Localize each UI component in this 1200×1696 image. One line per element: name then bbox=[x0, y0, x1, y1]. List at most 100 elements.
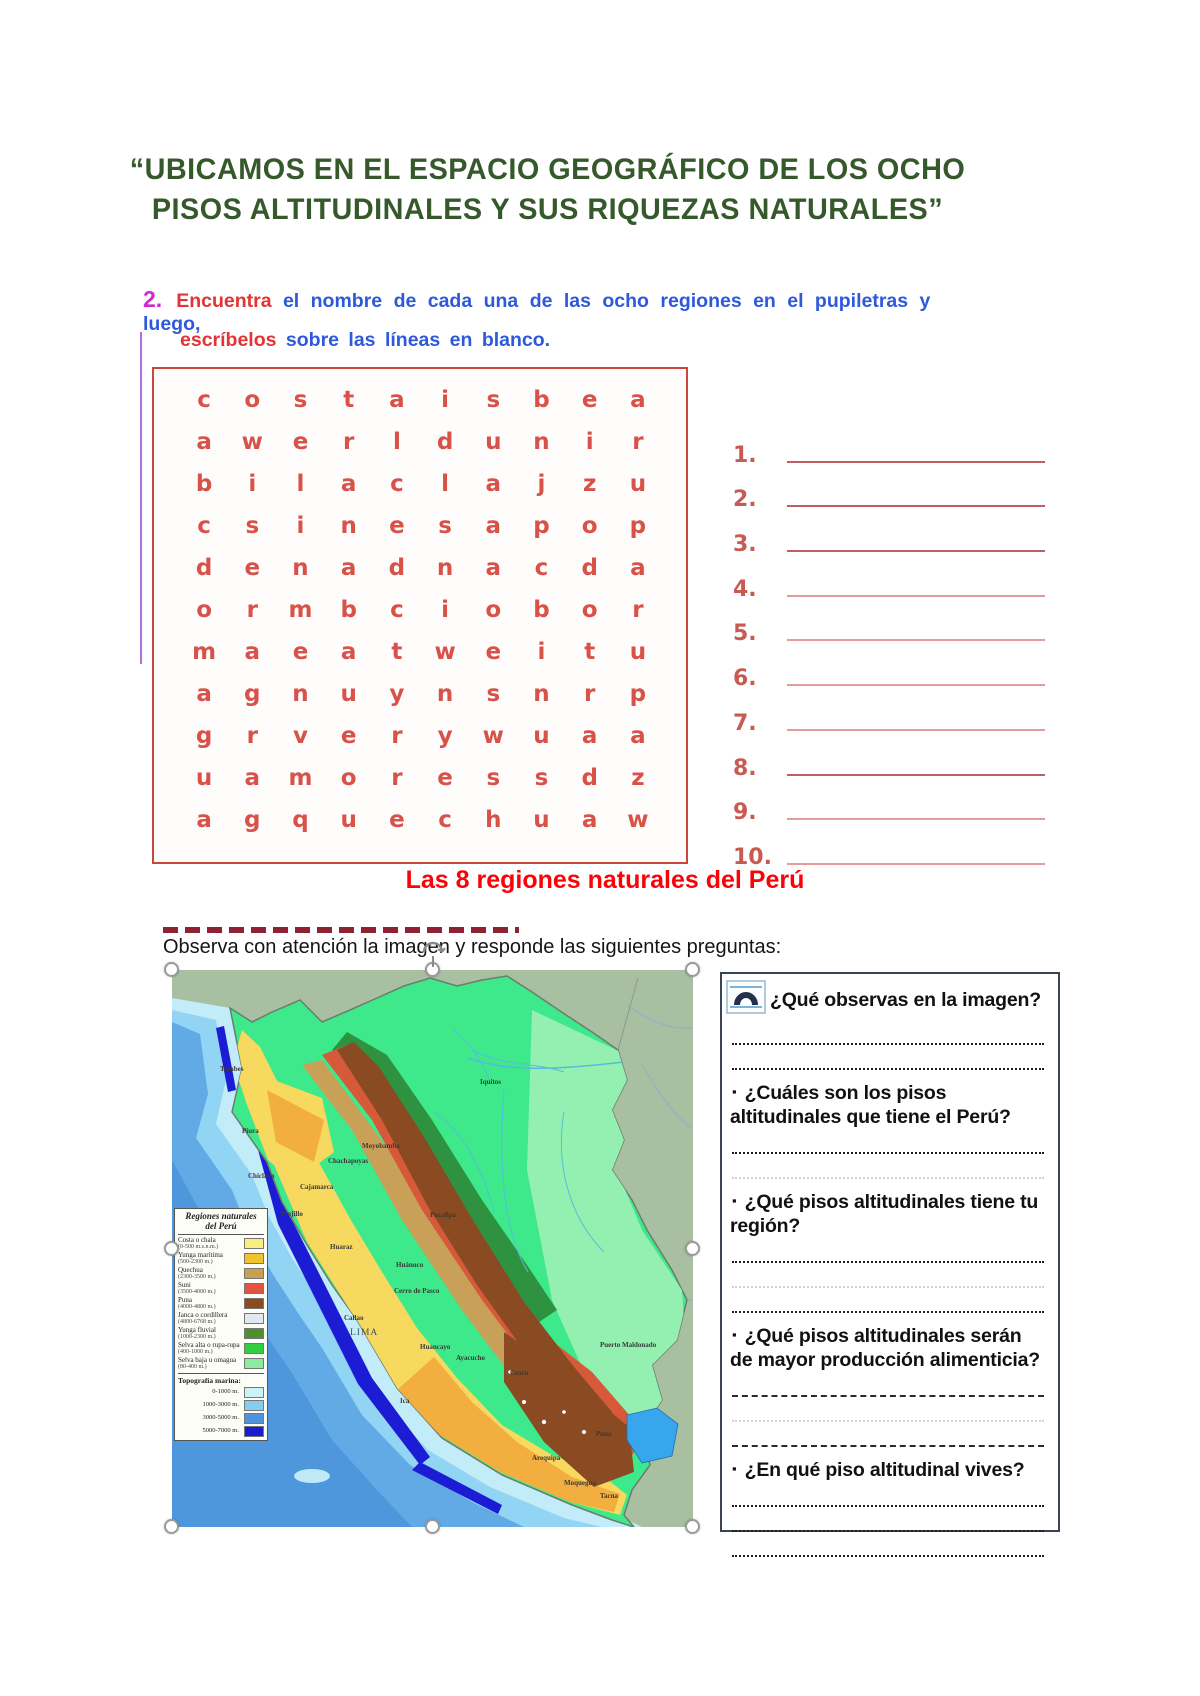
selection-handle-middle-right[interactable] bbox=[685, 1241, 700, 1256]
grid-letter: v bbox=[292, 723, 308, 749]
grid-letter: n bbox=[340, 513, 357, 539]
legend-item: Yunga marítima (500-2300 m.) bbox=[178, 1250, 264, 1266]
legend-swatch bbox=[244, 1399, 264, 1411]
legend-label: Selva alta o rupa-rupa (400-1000 m.) bbox=[178, 1340, 240, 1356]
city-label: Iquitos bbox=[480, 1078, 501, 1086]
legend-swatch bbox=[244, 1425, 264, 1437]
grid-letter: t bbox=[343, 387, 355, 413]
grid-letter: g bbox=[244, 807, 261, 833]
grid-letter: a bbox=[196, 429, 212, 455]
answer-blank-line[interactable] bbox=[787, 843, 1045, 865]
answer-dotted-line bbox=[732, 1263, 1044, 1288]
selection-handle-bottom-left[interactable] bbox=[164, 1519, 179, 1534]
answer-dotted-line bbox=[732, 1507, 1044, 1532]
title-line-1: “UBICAMOS EN EL ESPACIO GEOGRÁFICO DE LO… bbox=[129, 153, 966, 186]
grid-letter: r bbox=[632, 429, 644, 455]
question-text-row: ▪ ¿Cuáles son los pisos altitudinales que… bbox=[730, 1080, 1046, 1129]
grid-letter: a bbox=[485, 513, 502, 539]
margin-rule bbox=[140, 332, 142, 664]
legend-label: Janca o cordillera (4800-6768 m.) bbox=[178, 1310, 228, 1326]
legend-label: Yunga marítima (500-2300 m.) bbox=[178, 1250, 223, 1266]
grid-letter: z bbox=[583, 471, 597, 497]
legend-title: Regiones naturales del Perú bbox=[178, 1211, 264, 1235]
city-label: Arequipa bbox=[532, 1454, 561, 1462]
grid-letter: d bbox=[436, 429, 454, 455]
answer-blank-line[interactable] bbox=[787, 530, 1045, 553]
grid-letter: c bbox=[390, 597, 404, 623]
selection-handle-middle-left[interactable] bbox=[164, 1241, 179, 1256]
observe-instruction: Observa con atención la imagen y respond… bbox=[163, 936, 782, 958]
grid-letter: a bbox=[630, 387, 646, 413]
grid-letter: g bbox=[195, 723, 213, 749]
grid-letter: a bbox=[581, 723, 598, 749]
grid-letter: i bbox=[296, 513, 305, 539]
question-text-row: ▪ ¿Qué pisos altitudinales serán de mayor… bbox=[730, 1323, 1046, 1372]
city-label: Tacna bbox=[600, 1492, 619, 1500]
answer-dotted-line bbox=[732, 1154, 1044, 1179]
question-text: ¿Qué pisos altitudinales tiene tu región… bbox=[730, 1191, 1039, 1237]
grid-letter: r bbox=[632, 597, 644, 623]
selection-handle-top-left[interactable] bbox=[164, 962, 179, 977]
answer-number: 8. bbox=[733, 755, 757, 781]
city-label: Tumbes bbox=[220, 1065, 244, 1073]
answer-blank-line[interactable] bbox=[787, 798, 1045, 821]
grid-letter: e bbox=[340, 723, 357, 749]
answer-dotted-line bbox=[732, 1288, 1044, 1313]
legend-swatch bbox=[244, 1267, 264, 1279]
grid-letter: h bbox=[485, 807, 502, 833]
selection-handle-bottom-right[interactable] bbox=[685, 1519, 700, 1534]
answer-blank-line[interactable] bbox=[787, 754, 1045, 776]
answer-dotted-line bbox=[732, 1397, 1044, 1422]
grid-letter: t bbox=[391, 639, 403, 665]
city-label: Ayacucho bbox=[456, 1354, 486, 1362]
grid-letter: d bbox=[195, 555, 213, 581]
legend-marine-label: 1000-3000 m. bbox=[202, 1401, 239, 1409]
legend-swatch bbox=[244, 1342, 264, 1354]
grid-letter: s bbox=[486, 387, 501, 413]
selection-handle-bottom-center[interactable] bbox=[425, 1519, 440, 1534]
answer-number: 4. bbox=[733, 576, 757, 602]
answer-number: 7. bbox=[733, 710, 757, 736]
grid-letter: e bbox=[581, 387, 598, 413]
grid-letter: a bbox=[244, 765, 261, 791]
answer-blank-line[interactable] bbox=[787, 485, 1045, 508]
grid-letter: r bbox=[584, 681, 596, 707]
city-labels-layer: Tumbes Piura Chiclayo Cajamarca Chachapoyas M… bbox=[220, 1065, 657, 1500]
legend-swatch bbox=[244, 1282, 264, 1294]
grid-letter: u bbox=[533, 723, 550, 749]
question-block: ¿Qué observas en la imagen? bbox=[726, 980, 1046, 1070]
legend-swatch bbox=[244, 1412, 264, 1424]
grid-letter: e bbox=[437, 765, 453, 791]
grid-letter: a bbox=[581, 807, 598, 833]
answer-dotted-line bbox=[732, 1532, 1044, 1557]
rotate-handle-icon[interactable] bbox=[420, 934, 446, 968]
city-label: Pucallpa bbox=[430, 1211, 457, 1219]
grid-letter: n bbox=[436, 555, 454, 581]
grid-letter: a bbox=[485, 555, 502, 581]
legend-label: Puna (4000-4800 m.) bbox=[178, 1295, 216, 1311]
instruction-segment: Encuentra bbox=[176, 290, 272, 312]
answer-blank-line[interactable] bbox=[787, 441, 1045, 463]
grid-letter: b bbox=[340, 597, 357, 623]
grid-letter: d bbox=[581, 555, 598, 581]
grid-letter: a bbox=[630, 723, 646, 749]
answer-blank-line[interactable] bbox=[787, 575, 1045, 597]
answer-blank-line[interactable] bbox=[787, 664, 1045, 687]
legend-label: Yunga fluvial (1000-2300 m.) bbox=[178, 1325, 216, 1341]
answer-blank-line[interactable] bbox=[787, 619, 1045, 642]
clipped-text-fragment bbox=[163, 927, 519, 933]
answer-blank-line[interactable] bbox=[787, 709, 1045, 731]
grid-letter: e bbox=[292, 639, 309, 665]
answer-dotted-line bbox=[732, 1372, 1044, 1397]
peru-map-image[interactable]: Tumbes Piura Chiclayo Cajamarca Chachapoyas M… bbox=[164, 941, 700, 1534]
grid-letter: i bbox=[537, 639, 546, 665]
selection-handle-top-right[interactable] bbox=[685, 962, 700, 977]
grid-letter: s bbox=[245, 513, 260, 539]
legend-marine-items: 0-1000 m. 1000-3000 m. 3000-5000 m. 5000-70… bbox=[178, 1386, 264, 1437]
grid-letter: t bbox=[584, 639, 596, 665]
grid-letter: a bbox=[196, 807, 212, 833]
grid-letter: b bbox=[533, 597, 550, 623]
grid-letter: e bbox=[485, 639, 502, 665]
picture-icon bbox=[726, 980, 766, 1020]
grid-letter: d bbox=[581, 765, 598, 791]
